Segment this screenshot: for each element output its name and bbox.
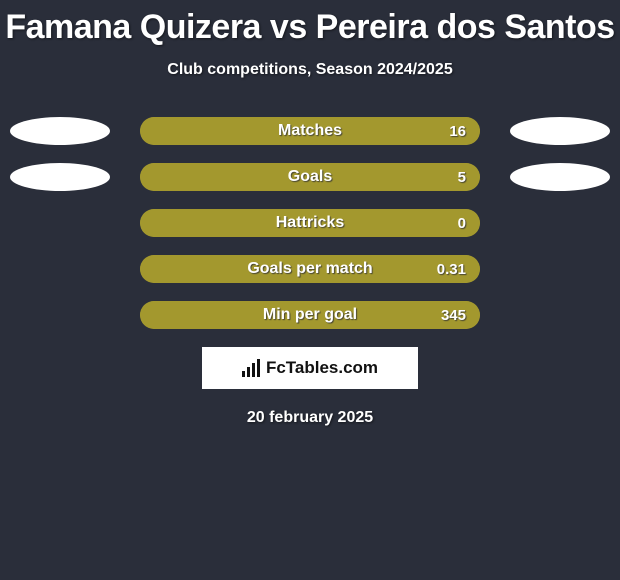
player-right-ellipse xyxy=(510,163,610,191)
brand-box: FcTables.com xyxy=(202,347,418,389)
stat-row: Goals5 xyxy=(0,163,620,191)
stat-bar-fill xyxy=(140,255,480,283)
stat-bar-fill xyxy=(140,209,480,237)
bar-chart-icon xyxy=(242,359,262,377)
stat-row: Min per goal345 xyxy=(0,301,620,329)
player-right-ellipse xyxy=(510,117,610,145)
comparison-card: Famana Quizera vs Pereira dos Santos Clu… xyxy=(0,0,620,427)
page-title: Famana Quizera vs Pereira dos Santos xyxy=(0,8,620,47)
stat-bar-fill xyxy=(140,301,480,329)
stat-bar: Goals5 xyxy=(140,163,480,191)
stat-row: Goals per match0.31 xyxy=(0,255,620,283)
stat-row: Hattricks0 xyxy=(0,209,620,237)
stats-rows: Matches16 Goals5 Hattricks0 Goals per match… xyxy=(0,117,620,329)
stat-bar-fill xyxy=(140,163,480,191)
player-left-ellipse xyxy=(10,117,110,145)
stat-bar: Goals per match0.31 xyxy=(140,255,480,283)
date-label: 20 february 2025 xyxy=(0,409,620,427)
player-left-ellipse xyxy=(10,163,110,191)
stat-bar: Min per goal345 xyxy=(140,301,480,329)
brand-text: FcTables.com xyxy=(266,358,378,378)
subtitle: Club competitions, Season 2024/2025 xyxy=(0,61,620,79)
stat-bar: Hattricks0 xyxy=(140,209,480,237)
stat-bar: Matches16 xyxy=(140,117,480,145)
stat-row: Matches16 xyxy=(0,117,620,145)
stat-bar-fill xyxy=(140,117,480,145)
